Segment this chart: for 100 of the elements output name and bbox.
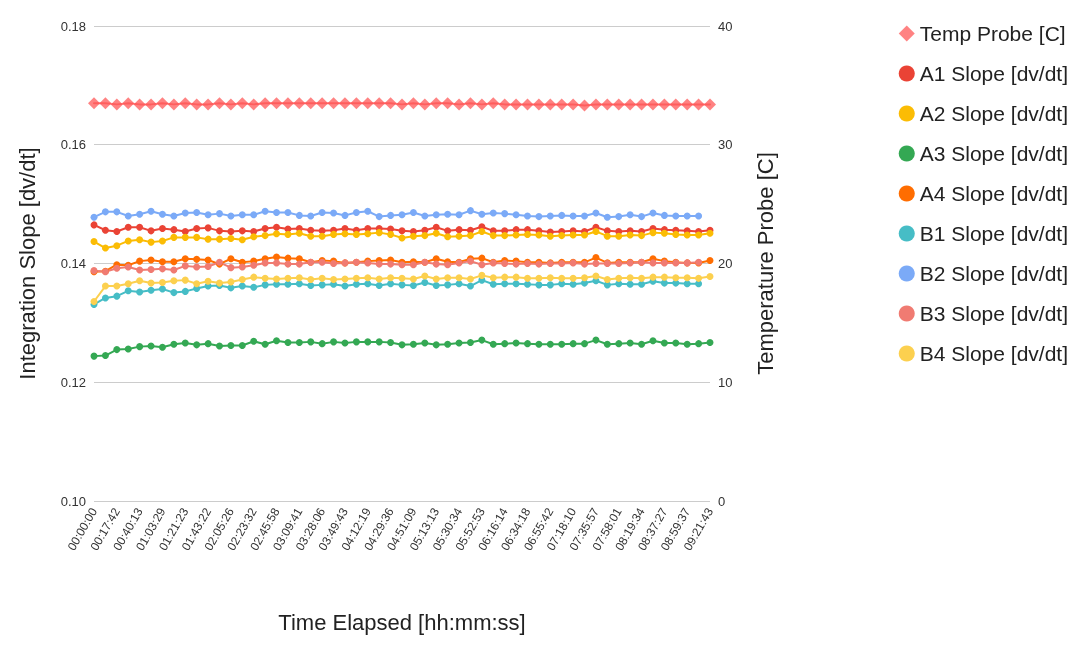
point [672,230,680,238]
point [158,265,166,273]
point [489,274,497,282]
point [227,341,235,349]
point [398,274,406,282]
y-tick-label: 0.18 [60,18,86,34]
point [147,207,155,215]
point [341,211,349,219]
point [124,237,132,245]
point [158,279,166,286]
point [364,338,372,346]
point [90,238,98,246]
point [124,223,132,231]
point [626,274,634,282]
point [695,212,703,220]
point [181,339,189,347]
point [193,280,201,288]
point [672,274,680,282]
y-axis-title: Integration Slope [dv/dt] [14,147,40,380]
point [238,276,246,284]
point [136,277,144,285]
point [295,280,303,288]
point [181,209,189,217]
point [238,227,246,235]
point [170,258,178,266]
y-tick-label: 0.12 [60,374,86,390]
point [101,208,109,216]
point [444,233,452,241]
point [512,280,520,288]
point [158,258,166,266]
point [649,337,657,345]
point [307,212,315,220]
point [273,223,281,231]
point [181,276,189,284]
point [295,260,303,268]
point [660,273,668,281]
point [170,266,178,274]
point [558,232,566,240]
point [444,210,452,218]
point [193,233,201,241]
point [706,338,714,346]
y2-axis-title: Temperature Probe [C] [752,152,778,375]
point [215,210,223,218]
point [683,212,691,220]
point [409,275,417,283]
point [455,226,463,234]
point [626,280,634,288]
point [250,261,258,269]
point [489,340,497,348]
point [375,213,383,221]
point [250,211,258,219]
point [136,223,144,231]
point [227,278,235,286]
point [136,266,144,274]
legend-label: B3 Slope [dv/dt] [919,302,1068,325]
point [273,259,281,267]
point [638,274,646,282]
point [136,210,144,218]
point [170,340,178,348]
point [501,280,509,288]
point [523,280,531,288]
point [387,260,395,268]
point [113,292,121,300]
y-tick-label: 0.16 [60,137,86,153]
point [387,274,395,282]
point [250,283,258,291]
point [204,262,212,270]
point [136,343,144,351]
point [558,211,566,219]
point [215,235,223,243]
point [478,210,486,218]
legend-label: B1 Slope [dv/dt] [919,222,1068,245]
point [261,340,269,348]
point [364,280,372,288]
point [432,223,440,231]
point [250,233,258,241]
y2-tick-label: 10 [718,374,733,390]
point [295,274,303,282]
point [638,340,646,348]
point [170,277,178,285]
point [421,279,429,286]
point [238,236,246,244]
point [318,208,326,216]
point [227,227,235,235]
point [409,281,417,289]
point [512,211,520,219]
point [512,273,520,281]
point [615,274,623,282]
point [432,341,440,349]
y2-tick-label: 40 [718,18,733,34]
point [683,340,691,348]
point [364,274,372,282]
point [603,232,611,240]
point [147,227,155,235]
point [432,211,440,219]
point [181,233,189,241]
point [638,213,646,221]
point [626,211,634,219]
point [238,282,246,290]
point [147,265,155,273]
